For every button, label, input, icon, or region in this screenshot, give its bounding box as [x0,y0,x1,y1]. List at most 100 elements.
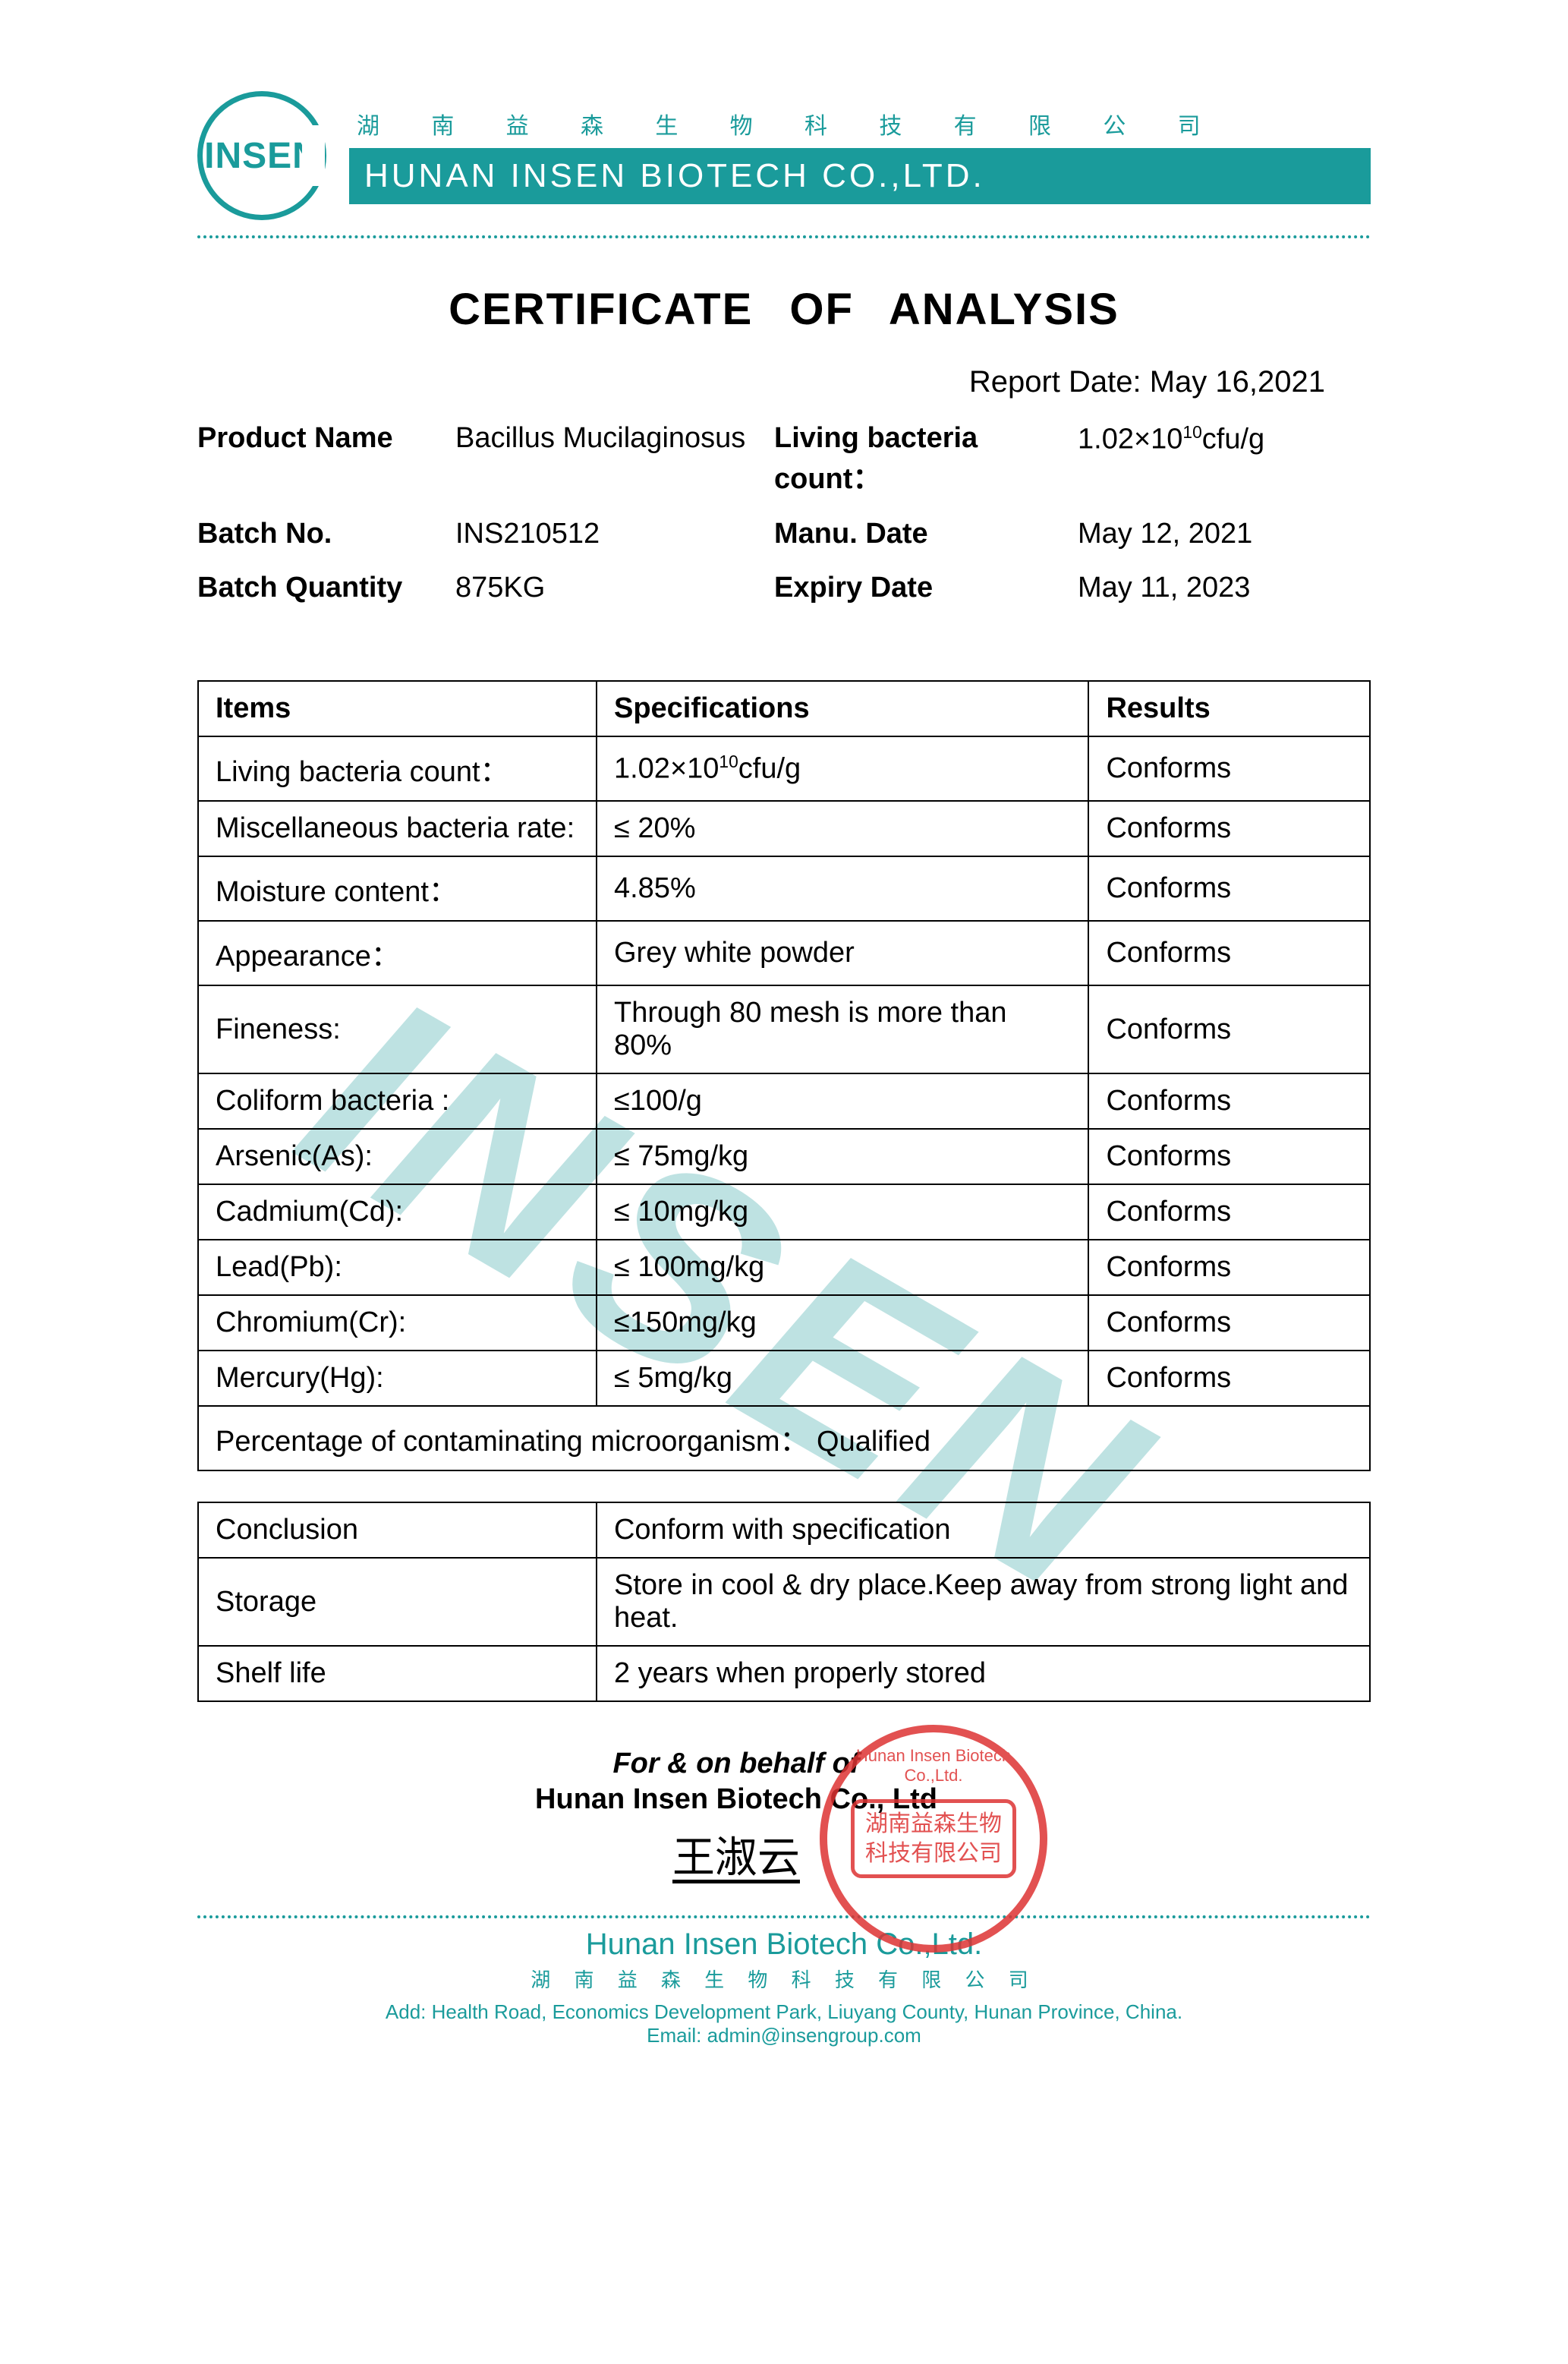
spec-table: Items Specifications Results Living bact… [197,680,1371,1471]
cell-spec: 1.02×1010cfu/g [597,736,1088,801]
table-row: Fineness:Through 80 mesh is more than 80… [198,985,1370,1073]
table-row: Living bacteria count：1.02×1010cfu/gConf… [198,736,1370,801]
report-date-label: Report Date: [969,365,1141,399]
manu-date-value: May 12, 2021 [1078,518,1371,550]
cell-item: Lead(Pb): [198,1240,597,1295]
cell-value: Conform with specification [597,1502,1370,1558]
divider [197,235,1371,238]
cell-spec: ≤ 100mg/kg [597,1240,1088,1295]
table-row: Chromium(Cr):≤150mg/kgConforms [198,1295,1370,1351]
cell-full: Percentage of contaminating microorganis… [198,1406,1370,1470]
cell-result: Conforms [1088,1351,1370,1406]
document-title: CERTIFICATE OF ANALYSIS [197,284,1371,335]
company-stamp: Hunan Insen Biotech Co.,Ltd. 湖南益森生物 科技有限… [820,1725,1047,1953]
company-name-en: HUNAN INSEN BIOTECH CO.,LTD. [349,148,1371,204]
cell-result: Conforms [1088,801,1370,856]
info-grid: Product Name Bacillus Mucilaginosus Livi… [197,422,1371,604]
batch-qty-value: 875KG [455,572,759,604]
col-spec: Specifications [597,681,1088,736]
cell-spec: ≤ 10mg/kg [597,1184,1088,1240]
signature-block: For & on behalf of Hunan Insen Biotech C… [471,1748,1002,1885]
table-row: Appearance：Grey white powderConforms [198,921,1370,985]
cell-item: Arsenic(As): [198,1129,597,1184]
stamp-line2: 科技有限公司 [865,1841,1002,1866]
cell-item: Cadmium(Cd): [198,1184,597,1240]
expiry-value: May 11, 2023 [1078,572,1371,604]
cell-item: Miscellaneous bacteria rate: [198,801,597,856]
stamp-arc-text: Hunan Insen Biotech Co.,Ltd. [827,1746,1040,1786]
stamp-inner-text: 湖南益森生物 科技有限公司 [851,1799,1016,1878]
report-date: Report Date: May 16,2021 [197,365,1371,399]
cell-item: Appearance： [198,921,597,985]
col-results: Results [1088,681,1370,736]
cell-result: Conforms [1088,1184,1370,1240]
table-row: Arsenic(As):≤ 75mg/kgConforms [198,1129,1370,1184]
product-name-label: Product Name [197,422,440,496]
living-suffix: cfu/g [1202,424,1264,455]
cell-item: Coliform bacteria : [198,1073,597,1129]
product-name-value: Bacillus Mucilaginosus [455,422,759,496]
letterhead: INSEN 湖 南 益 森 生 物 科 技 有 限 公 司 HUNAN INSE… [197,91,1371,220]
footer-divider [197,1915,1371,1918]
logo: INSEN [197,91,326,220]
table-row-full: Percentage of contaminating microorganis… [198,1406,1370,1470]
cell-spec: ≤ 20% [597,801,1088,856]
cell-result: Conforms [1088,1073,1370,1129]
table-header-row: Items Specifications Results [198,681,1370,736]
cell-result: Conforms [1088,856,1370,921]
cell-result: Conforms [1088,1240,1370,1295]
living-count-label: Living bacteria count： [774,422,1063,496]
living-prefix: 1.02×10 [1078,424,1182,455]
cell-spec: ≤ 75mg/kg [597,1129,1088,1184]
cell-value: Store in cool & dry place.Keep away from… [597,1558,1370,1646]
col-items: Items [198,681,597,736]
table-row: Miscellaneous bacteria rate:≤ 20%Conform… [198,801,1370,856]
cell-label: Conclusion [198,1502,597,1558]
cell-spec: ≤100/g [597,1073,1088,1129]
table-row: Moisture content：4.85%Conforms [198,856,1370,921]
stamp-line1: 湖南益森生物 [865,1811,1002,1836]
cell-label: Shelf life [198,1646,597,1701]
cell-spec: Through 80 mesh is more than 80% [597,985,1088,1073]
batch-qty-label: Batch Quantity [197,572,440,604]
cell-result: Conforms [1088,736,1370,801]
batch-no-label: Batch No. [197,518,440,550]
logo-text: INSEN [204,135,320,177]
footer-company-cn: 湖 南 益 森 生 物 科 技 有 限 公 司 [197,1965,1371,1993]
footer-company: Hunan Insen Biotech Co.,Ltd. [197,1927,1371,1962]
cell-result: Conforms [1088,921,1370,985]
table-row: Lead(Pb):≤ 100mg/kgConforms [198,1240,1370,1295]
batch-no-value: INS210512 [455,518,759,550]
cell-item: Moisture content： [198,856,597,921]
report-date-value: May 16,2021 [1150,365,1325,399]
cell-value: 2 years when properly stored [597,1646,1370,1701]
cell-spec: Grey white powder [597,921,1088,985]
footer-email: Email: admin@insengroup.com [197,2024,1371,2047]
cell-item: Mercury(Hg): [198,1351,597,1406]
table-row: Shelf life2 years when properly stored [198,1646,1370,1701]
cell-spec: ≤150mg/kg [597,1295,1088,1351]
cell-item: Living bacteria count： [198,736,597,801]
living-count-value: 1.02×1010cfu/g [1078,422,1371,496]
cell-label: Storage [198,1558,597,1646]
cell-item: Fineness: [198,985,597,1073]
table-row: ConclusionConform with specification [198,1502,1370,1558]
cell-result: Conforms [1088,1295,1370,1351]
table-row: Cadmium(Cd):≤ 10mg/kgConforms [198,1184,1370,1240]
logo-circle: INSEN [197,91,326,220]
cell-result: Conforms [1088,1129,1370,1184]
conclusion-table: ConclusionConform with specificationStor… [197,1502,1371,1702]
table-row: StorageStore in cool & dry place.Keep aw… [198,1558,1370,1646]
living-exp: 10 [1182,422,1201,442]
cell-spec: ≤ 5mg/kg [597,1351,1088,1406]
cell-result: Conforms [1088,985,1370,1073]
table-row: Mercury(Hg):≤ 5mg/kgConforms [198,1351,1370,1406]
footer-address: Add: Health Road, Economics Development … [197,2000,1371,2024]
page-footer: Hunan Insen Biotech Co.,Ltd. 湖 南 益 森 生 物… [197,1915,1371,2047]
cell-spec: 4.85% [597,856,1088,921]
table-row: Coliform bacteria :≤100/gConforms [198,1073,1370,1129]
expiry-label: Expiry Date [774,572,1063,604]
company-name-cn: 湖 南 益 森 生 物 科 技 有 限 公 司 [349,107,1371,140]
manu-date-label: Manu. Date [774,518,1063,550]
cell-item: Chromium(Cr): [198,1295,597,1351]
